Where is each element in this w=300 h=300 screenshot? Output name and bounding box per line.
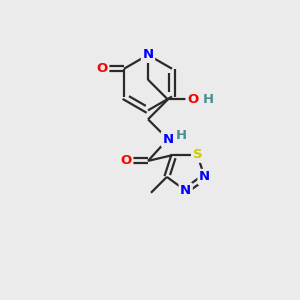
Text: O: O [97, 62, 108, 75]
Text: H: H [203, 93, 214, 106]
Text: S: S [193, 148, 202, 161]
Text: O: O [121, 154, 132, 167]
Text: O: O [187, 93, 198, 106]
Text: H: H [176, 129, 187, 142]
Text: N: N [142, 48, 154, 62]
Text: N: N [180, 184, 191, 197]
Text: N: N [162, 133, 173, 146]
Text: N: N [199, 170, 210, 183]
